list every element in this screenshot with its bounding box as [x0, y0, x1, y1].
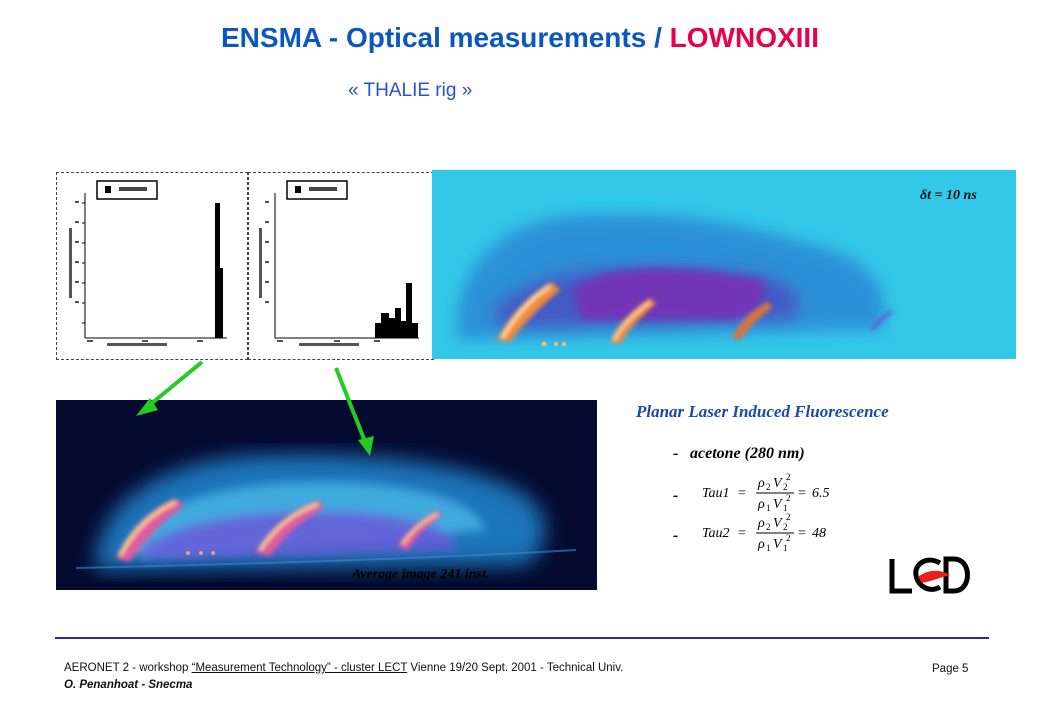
- svg-text:2: 2: [783, 482, 788, 492]
- svg-text:1: 1: [783, 543, 788, 553]
- bullet-text-acetone: acetone (280 nm): [690, 445, 805, 462]
- plif-heading: Planar Laser Induced Fluorescence: [636, 402, 889, 421]
- histogram-right: [248, 172, 434, 360]
- svg-text:2: 2: [786, 533, 791, 543]
- svg-text:ρ: ρ: [757, 537, 765, 552]
- average-image-caption: Average image 241 inst.: [352, 567, 490, 582]
- svg-text:1: 1: [766, 503, 771, 513]
- page-number: Page 5: [932, 663, 969, 675]
- eq1-lhs: Tau1: [702, 486, 730, 501]
- bullet-marker-3: -: [673, 527, 679, 544]
- footer-divider: [55, 637, 989, 639]
- slide-subtitle: « THALIE rig »: [348, 80, 473, 101]
- svg-text:V: V: [773, 497, 783, 512]
- plif-instant-image: [432, 170, 1016, 359]
- svg-text:=: =: [798, 486, 806, 501]
- svg-text:2: 2: [786, 512, 791, 522]
- eq1-rhs: 6.5: [812, 486, 830, 501]
- histogram-left: [56, 172, 248, 360]
- svg-text:=: =: [738, 486, 746, 501]
- svg-text:V: V: [773, 516, 783, 531]
- svg-text:=: =: [738, 526, 746, 541]
- svg-text:=: =: [798, 526, 806, 541]
- svg-text:2: 2: [786, 493, 791, 503]
- average-image: [56, 400, 597, 590]
- footer-author: O. Penanhoat - Snecma: [64, 679, 193, 691]
- footer-post: Vienne 19/20 Sept. 2001 - Technical Univ…: [407, 662, 624, 674]
- footer-pre: AERONET 2 - workshop: [64, 662, 192, 674]
- footer-workshop-line: AERONET 2 - workshop “Measurement Techno…: [64, 662, 623, 674]
- svg-text:2: 2: [786, 472, 791, 482]
- lcd-logo: [889, 556, 970, 594]
- title-main: ENSMA - Optical measurements /: [221, 22, 670, 53]
- bullet-marker-2: -: [673, 487, 679, 504]
- svg-text:1: 1: [783, 503, 788, 513]
- title-accent: LOWNOXIII: [669, 22, 819, 53]
- svg-text:ρ: ρ: [757, 476, 765, 491]
- bullet-marker-1: -: [673, 445, 679, 462]
- svg-text:V: V: [773, 476, 783, 491]
- svg-text:2: 2: [766, 482, 771, 492]
- time-delay-label: δt = 10 ns: [920, 188, 977, 203]
- svg-text:ρ: ρ: [757, 497, 765, 512]
- svg-text:ρ: ρ: [757, 516, 765, 531]
- svg-text:1: 1: [766, 543, 771, 553]
- slide-title: ENSMA - Optical measurements / LOWNOXIII: [0, 22, 1040, 54]
- svg-text:V: V: [773, 537, 783, 552]
- svg-text:2: 2: [766, 522, 771, 532]
- footer-link[interactable]: “Measurement Technology” - cluster LECT: [191, 662, 408, 674]
- eq2-rhs: 48: [812, 526, 826, 541]
- eq2-lhs: Tau2: [702, 526, 730, 541]
- svg-text:2: 2: [783, 522, 788, 532]
